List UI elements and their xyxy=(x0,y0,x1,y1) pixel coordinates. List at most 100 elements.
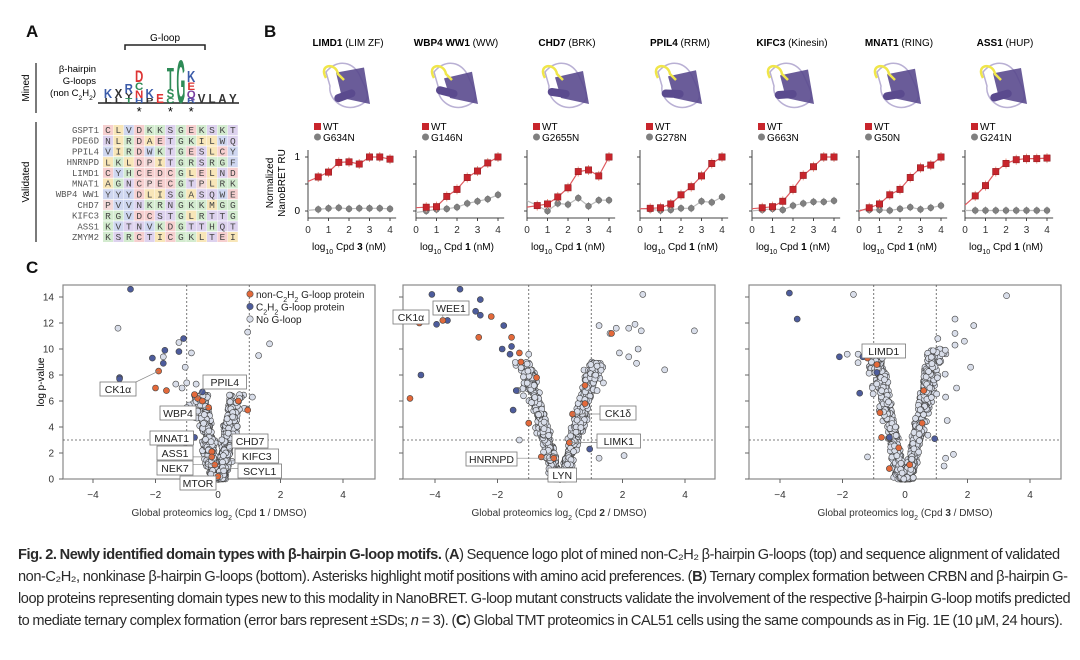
residue-letter: C xyxy=(168,168,174,179)
x-tick-label: 1 xyxy=(434,225,440,236)
wt-data-point xyxy=(865,204,873,212)
no-gloop-point xyxy=(523,379,531,387)
wt-data-point xyxy=(474,167,481,175)
y-axis-label: NormalizedNanoBRET RU xyxy=(265,149,288,217)
wt-data-point xyxy=(376,153,384,161)
residue-cell xyxy=(186,189,197,200)
residue-letter: L xyxy=(147,189,153,200)
c2h2-gloop-point xyxy=(477,311,484,319)
compound-number: 1 xyxy=(576,242,582,253)
residue-cell xyxy=(123,135,134,146)
no-gloop-point xyxy=(934,374,941,382)
text-span: (nM) xyxy=(582,242,605,253)
alignment-row-name: ASS1 xyxy=(77,222,99,232)
residue-letter: E xyxy=(157,179,163,190)
compound-number: 1 xyxy=(465,242,471,253)
residue-cell xyxy=(103,199,113,210)
validated-label: Validated xyxy=(21,162,32,203)
no-gloop-point xyxy=(951,341,959,349)
wt-data-point xyxy=(657,204,664,212)
residue-letter: Q xyxy=(209,189,215,200)
residue-letter: S xyxy=(209,125,215,136)
residue-cell xyxy=(175,135,186,146)
no-gloop-point xyxy=(266,340,273,348)
residue-cell xyxy=(113,178,124,189)
residue-cell xyxy=(175,189,186,200)
residue-letter: P xyxy=(105,200,111,211)
no-gloop-point xyxy=(600,379,607,387)
residue-cell xyxy=(155,125,165,135)
residue-letter: T xyxy=(188,179,194,190)
wt-data-point xyxy=(605,153,613,161)
residue-letter: G xyxy=(178,125,184,136)
non-c2h2-gloop-point xyxy=(533,374,540,381)
residue-letter: Y xyxy=(230,147,236,158)
residue-cell xyxy=(186,135,197,146)
logo-letter: Q xyxy=(187,89,196,101)
alignment-row-name: CHD7 xyxy=(77,201,99,211)
residue-cell xyxy=(134,135,145,146)
wt-data-point xyxy=(1033,155,1041,163)
mutant-data-point xyxy=(1023,207,1030,214)
wt-data-point xyxy=(574,168,582,176)
mutant-data-point xyxy=(1043,207,1051,214)
residue-cell xyxy=(144,178,155,189)
wt-data-point xyxy=(1002,160,1010,167)
residue-cell xyxy=(113,135,124,146)
residue-cell xyxy=(155,199,165,210)
residue-cell xyxy=(207,125,217,135)
mutant-data-point xyxy=(335,204,342,212)
residue-cell xyxy=(144,210,155,221)
residue-cell xyxy=(217,135,228,146)
mutant-data-point xyxy=(982,207,989,214)
residue-letter: G xyxy=(220,200,226,211)
residue-letter: G xyxy=(178,136,184,147)
no-gloop-point xyxy=(220,467,228,475)
residue-cell xyxy=(186,157,197,168)
compound-number: 1 xyxy=(1014,242,1020,253)
alignment-row-name: KIFC3 xyxy=(72,212,99,222)
residue-cell xyxy=(113,199,124,210)
legend-marker xyxy=(246,290,254,298)
residue-letter: G xyxy=(178,200,184,211)
wt-data-point xyxy=(992,168,1000,176)
protein-label: PPIL4 xyxy=(210,377,239,389)
domain-name: (BRK) xyxy=(566,38,596,49)
y-tick-label: 6 xyxy=(48,397,54,408)
no-gloop-point xyxy=(567,432,574,440)
c2h2-gloop-point xyxy=(116,375,123,383)
no-gloop-point xyxy=(573,416,581,424)
no-gloop-point xyxy=(878,387,885,395)
residue-letter: G xyxy=(178,211,184,222)
logo-letter: Y xyxy=(125,92,133,100)
residue-cell xyxy=(217,232,228,242)
residue-letter: L xyxy=(188,211,194,222)
residue-cell xyxy=(207,221,217,232)
gene-name: MNAT1 xyxy=(865,38,899,49)
residue-cell xyxy=(113,232,124,242)
residue-cell xyxy=(134,232,145,242)
non-c2h2-gloop-point xyxy=(581,382,589,389)
protein-label: CK1α xyxy=(398,312,425,324)
wt-data-point xyxy=(982,182,989,190)
residue-letter: T xyxy=(230,125,236,136)
logo-letter: L xyxy=(208,92,215,107)
wt-data-point xyxy=(799,171,807,179)
non-c2h2-gloop-point xyxy=(581,400,589,407)
residue-letter: N xyxy=(220,168,226,179)
residue-letter: E xyxy=(157,136,163,147)
residue-letter: C xyxy=(136,232,142,243)
x-axis-label: log10 Cpd 1 (nM) xyxy=(420,242,494,256)
x-tick-label: 4 xyxy=(606,225,612,236)
mutant-legend-marker xyxy=(646,133,653,141)
no-gloop-point xyxy=(951,315,959,323)
no-gloop-point xyxy=(942,454,949,462)
alignment-row-name: ZMYM2 xyxy=(72,233,99,243)
x-tick-label: 4 xyxy=(831,225,837,236)
protein-label: WBP4 xyxy=(163,408,193,420)
text-span: 2 xyxy=(263,309,267,316)
c2h2-gloop-point xyxy=(180,335,187,342)
x-tick-label: 0 xyxy=(305,225,311,236)
